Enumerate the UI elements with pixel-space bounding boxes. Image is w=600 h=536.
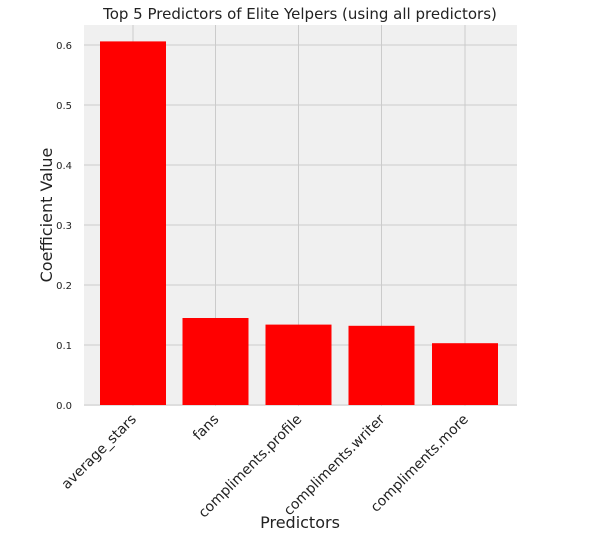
bar-compliments-profile	[265, 324, 332, 405]
y-tick-label: 0.3	[56, 221, 72, 232]
bar-compliments-writer	[348, 325, 415, 405]
y-tick-label: 0.1	[56, 341, 72, 352]
x-tick-label: fans	[190, 412, 222, 444]
x-tick-label: average_stars	[59, 412, 140, 493]
x-axis-ticks: average_stars fanscompliments.profilecomp…	[59, 411, 472, 521]
bars	[100, 41, 498, 406]
y-axis-label: Coefficient Value	[37, 148, 56, 283]
y-tick-label: 0.5	[56, 101, 72, 112]
x-axis-label: Predictors	[260, 513, 340, 532]
bar-compliments-more	[432, 343, 498, 405]
y-tick-label: 0.6	[56, 41, 72, 52]
bar-average-stars	[100, 41, 166, 406]
bar-fans	[182, 318, 249, 405]
y-tick-label: 0.2	[56, 281, 72, 292]
chart-title: Top 5 Predictors of Elite Yelpers (using…	[102, 5, 497, 23]
y-tick-label: 0.4	[56, 161, 72, 172]
y-tick-label: 0.0	[56, 401, 72, 412]
y-axis-ticks: 0.0 0.1 0.2 0.3 0.4 0.5 0.6	[56, 41, 72, 412]
